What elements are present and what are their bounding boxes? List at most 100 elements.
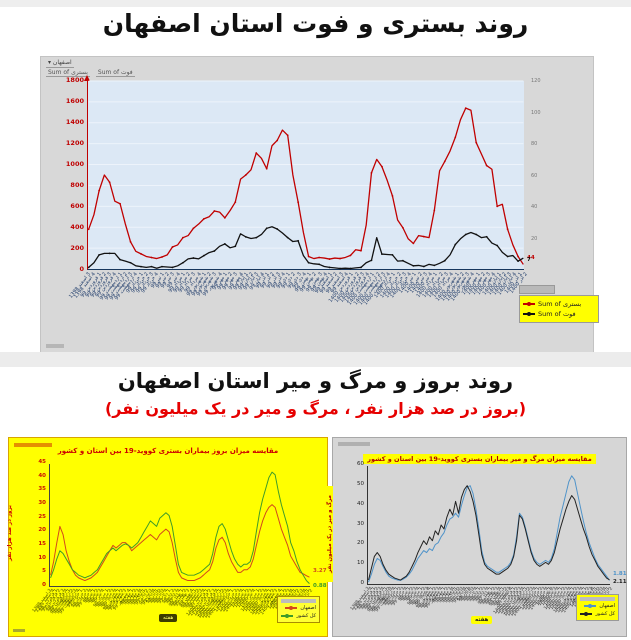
legend-header bbox=[519, 285, 555, 294]
data-point-marker bbox=[182, 261, 184, 264]
data-point-marker bbox=[475, 233, 478, 236]
data-point-marker bbox=[244, 235, 247, 238]
last-value-label: 1.81 bbox=[613, 571, 627, 578]
legend-header bbox=[580, 597, 615, 601]
secondary-y-axis-tick-label: 80 bbox=[531, 141, 538, 147]
death-line-marker bbox=[523, 312, 535, 316]
corner-artifact bbox=[338, 442, 370, 446]
mortality-y-axis-title: مرگ و میر در یک میلیون نفر bbox=[327, 486, 333, 582]
data-point-marker bbox=[276, 139, 279, 142]
province-filter-button[interactable]: اصفهان ▾ bbox=[46, 59, 74, 68]
data-point-marker bbox=[108, 252, 111, 255]
data-point-marker bbox=[150, 256, 153, 259]
data-point-marker bbox=[140, 265, 142, 268]
data-point-marker bbox=[297, 201, 300, 204]
data-point-marker bbox=[223, 243, 226, 245]
y-axis-tick-label: 25 bbox=[38, 513, 46, 520]
data-point-marker bbox=[328, 258, 331, 260]
y-axis-tick-label: 1400 bbox=[65, 118, 84, 126]
data-point-marker bbox=[391, 194, 394, 197]
y-axis-tick-label: 0 bbox=[360, 580, 365, 586]
pivot-field-death[interactable]: Sum of فوت bbox=[95, 69, 135, 77]
top-strip bbox=[0, 0, 631, 7]
data-point-marker bbox=[87, 228, 90, 231]
y-axis-tick-label: 10 bbox=[38, 554, 46, 561]
pivot-field-hospitalized[interactable]: Sum of بستری bbox=[46, 69, 90, 77]
data-point-marker bbox=[140, 252, 142, 255]
data-point-marker bbox=[213, 210, 216, 212]
last-value-label: 3.27 bbox=[313, 568, 327, 575]
bottom-section-subtitle: (بروز در صد هزار نفر ، مرگ و میر در یک م… bbox=[104, 399, 527, 418]
data-point-marker bbox=[391, 254, 394, 256]
pivot-field-buttons: Sum of بستری Sum of فوت bbox=[46, 69, 135, 77]
hospitalization-death-trend-series-1 bbox=[88, 226, 524, 270]
data-point-marker bbox=[87, 266, 90, 269]
bottom-section-title: روند بروز و مرگ و میر استان اصفهان bbox=[117, 369, 514, 393]
data-point-marker bbox=[443, 259, 446, 262]
incidence-comparison-series-1 bbox=[50, 471, 310, 584]
data-point-marker bbox=[360, 249, 362, 252]
data-point-marker bbox=[328, 266, 331, 269]
y-axis-tick-label: 60 bbox=[357, 461, 364, 467]
data-point-marker bbox=[171, 246, 174, 248]
y-axis-tick-label: 400 bbox=[70, 223, 84, 231]
data-point-marker bbox=[202, 217, 205, 220]
legend-item-province: اصفهان bbox=[281, 605, 316, 611]
hospitalization-death-plot: 44 7 0 200 400 600 800 1000 1200 1400 1600 1800 20 40… bbox=[66, 75, 541, 306]
data-point-marker bbox=[244, 174, 247, 176]
data-point-marker bbox=[454, 243, 457, 246]
legend-label: اصفهان bbox=[300, 605, 316, 611]
data-point-marker bbox=[422, 265, 425, 268]
data-point-marker bbox=[464, 107, 467, 110]
data-point-marker bbox=[182, 236, 184, 239]
legend-header bbox=[281, 599, 316, 603]
y-axis-tick-label: 40 bbox=[38, 472, 46, 479]
y-axis-tick-label: 1600 bbox=[65, 97, 84, 105]
incidence-legend: اصفهان کل کشور bbox=[277, 596, 320, 623]
legend-item-province: اصفهان bbox=[580, 603, 615, 609]
data-point-marker bbox=[433, 264, 436, 267]
last-value-label: 0.88 bbox=[313, 582, 327, 589]
data-point-marker bbox=[119, 258, 121, 261]
mortality-comparison-canvas bbox=[368, 475, 610, 583]
data-point-marker bbox=[370, 172, 373, 174]
y-axis-tick-label: 10 bbox=[357, 560, 364, 567]
hospitalization-death-trend-canvas bbox=[87, 80, 524, 270]
secondary-y-axis-tick-label: 120 bbox=[531, 78, 541, 84]
mortality-comparison-series-1 bbox=[368, 485, 610, 581]
corner-artifact bbox=[46, 344, 64, 348]
last-value-label: 7 bbox=[527, 256, 531, 263]
data-point-marker bbox=[360, 266, 362, 269]
data-point-marker bbox=[443, 160, 446, 163]
data-point-marker bbox=[412, 264, 415, 267]
data-point-marker bbox=[129, 240, 132, 243]
hospitalization-death-trend-series-0 bbox=[88, 107, 524, 265]
incidence-plot: 3.27 0.88 0 5 10 15 20 25 30 35 40 45 3 اسفند 1398 4 … bbox=[32, 459, 327, 619]
data-point-marker bbox=[349, 267, 352, 270]
data-point-marker bbox=[433, 209, 436, 212]
last-value-label: 44 bbox=[527, 255, 535, 262]
data-point-marker bbox=[234, 245, 237, 248]
data-point-marker bbox=[265, 227, 268, 230]
data-point-marker bbox=[370, 259, 373, 262]
data-point-marker bbox=[506, 228, 509, 231]
data-point-marker bbox=[265, 167, 268, 170]
last-value-label: 2.11 bbox=[613, 578, 627, 585]
data-point-marker bbox=[412, 242, 415, 245]
mortality-plot: 1.81 2.11 0 10 20 30 40 50 60 3 اسفند 1398 4 اسفند… bbox=[350, 461, 627, 617]
data-point-marker bbox=[454, 136, 457, 139]
data-point-marker bbox=[202, 254, 205, 257]
data-point-marker bbox=[98, 254, 101, 256]
data-point-marker bbox=[318, 263, 320, 266]
y-axis-tick-label: 40 bbox=[357, 500, 364, 507]
data-point-marker bbox=[286, 236, 289, 239]
data-point-marker bbox=[119, 202, 121, 205]
data-point-marker bbox=[339, 257, 341, 260]
secondary-y-axis-tick-label: 100 bbox=[531, 109, 541, 116]
legend-item-death: Sum of فوت bbox=[523, 310, 595, 318]
data-point-marker bbox=[213, 250, 216, 252]
data-point-marker bbox=[129, 261, 132, 264]
data-point-marker bbox=[297, 239, 300, 242]
data-point-marker bbox=[349, 254, 352, 257]
data-point-marker bbox=[517, 255, 520, 258]
